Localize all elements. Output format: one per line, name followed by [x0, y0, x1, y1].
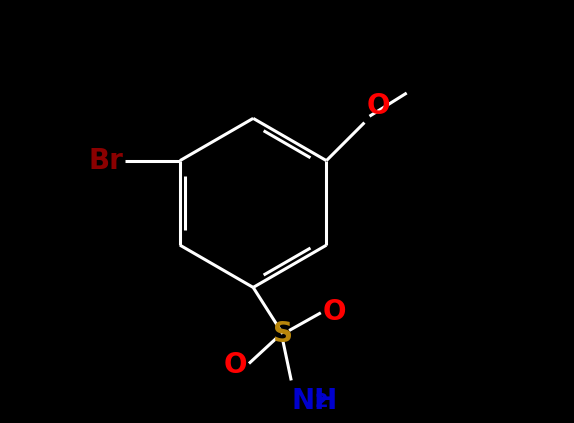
Text: O: O [323, 298, 347, 326]
Text: S: S [273, 320, 293, 348]
Text: NH: NH [291, 387, 338, 415]
Text: O: O [223, 351, 247, 379]
Text: O: O [367, 93, 390, 121]
Text: Br: Br [88, 147, 123, 175]
Text: 2: 2 [315, 392, 328, 411]
